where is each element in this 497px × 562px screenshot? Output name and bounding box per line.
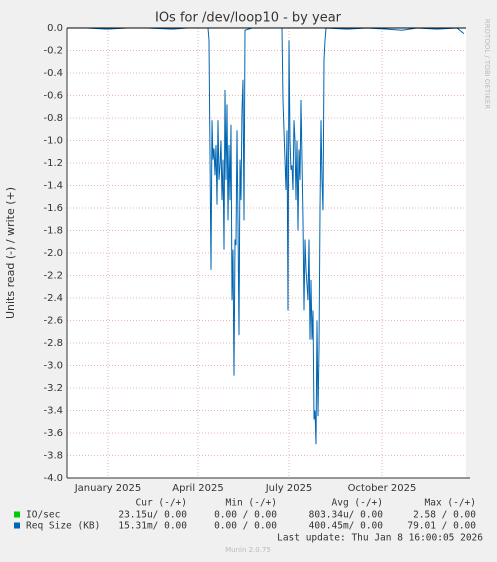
legend-name: Req Size (KB) bbox=[26, 521, 100, 532]
y-tick-label: -2.4 bbox=[43, 293, 63, 304]
legend-swatch bbox=[14, 522, 20, 529]
legend-cell: 79.01 / 0.00 bbox=[407, 521, 476, 532]
y-tick-label: -1.6 bbox=[43, 203, 63, 214]
legend-swatch bbox=[14, 511, 20, 518]
legend-cell: 803.34u/ 0.00 bbox=[309, 510, 384, 521]
legend-name: IO/sec bbox=[26, 510, 60, 521]
x-tick-label: October 2025 bbox=[348, 483, 417, 494]
y-tick-label: -3.0 bbox=[43, 361, 63, 372]
y-tick-label: -1.2 bbox=[43, 158, 63, 169]
legend-header: Min (-/+) bbox=[226, 498, 277, 509]
y-tick-label: -2.6 bbox=[43, 316, 63, 327]
legend-header: Cur (-/+) bbox=[136, 498, 187, 509]
legend-header: Max (-/+) bbox=[425, 498, 476, 509]
x-tick-label: January 2025 bbox=[74, 483, 142, 494]
y-tick-label: -0.6 bbox=[43, 91, 63, 102]
y-tick-label: -2.8 bbox=[43, 338, 63, 349]
legend-cell: 23.15u/ 0.00 bbox=[118, 510, 187, 521]
y-tick-label: -1.0 bbox=[43, 136, 63, 147]
legend-cell: 15.31m/ 0.00 bbox=[118, 521, 187, 532]
x-tick-label: July 2025 bbox=[265, 483, 313, 494]
y-tick-label: -3.8 bbox=[43, 451, 63, 462]
y-tick-label: -0.8 bbox=[43, 113, 63, 124]
y-tick-label: -0.4 bbox=[43, 68, 63, 79]
legend-cell: 0.00 / 0.00 bbox=[214, 510, 277, 521]
y-tick-label: -0.2 bbox=[43, 46, 63, 57]
y-tick-label: -1.8 bbox=[43, 226, 63, 237]
x-tick-label: April 2025 bbox=[172, 483, 223, 494]
legend-header: Avg (-/+) bbox=[332, 498, 383, 509]
y-tick-label: -3.4 bbox=[43, 406, 63, 417]
chart-title: IOs for /dev/loop10 - by year bbox=[155, 11, 342, 26]
y-tick-label: -3.2 bbox=[43, 383, 63, 394]
legend-cell: 2.58 / 0.00 bbox=[413, 510, 476, 521]
side-text: RRDTOOL / TOBI OETIKER bbox=[483, 19, 491, 109]
footer: Munin 2.0.75 bbox=[225, 546, 271, 554]
y-tick-label: 0.0 bbox=[47, 23, 63, 34]
series-line bbox=[67, 27, 465, 445]
last-update: Last update: Thu Jan 8 16:00:05 2026 bbox=[277, 533, 483, 544]
y-tick-label: -3.6 bbox=[43, 428, 63, 439]
y-tick-label: -2.2 bbox=[43, 271, 63, 282]
y-tick-label: -4.0 bbox=[43, 473, 63, 484]
y-tick-label: -1.4 bbox=[43, 181, 63, 192]
y-axis-label: Units read (-) / write (+) bbox=[4, 187, 17, 319]
legend-cell: 0.00 / 0.00 bbox=[214, 521, 277, 532]
y-tick-label: -2.0 bbox=[43, 248, 63, 259]
legend-cell: 400.45m/ 0.00 bbox=[309, 521, 384, 532]
